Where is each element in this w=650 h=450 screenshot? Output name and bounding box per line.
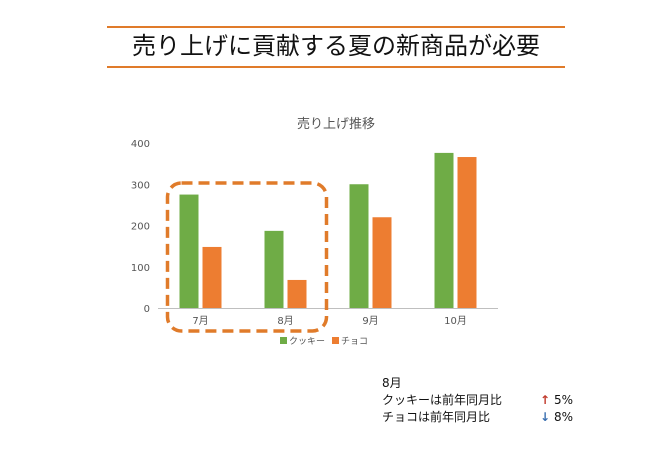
note-line-cookie: クッキーは前年同月比 ↑ 5% <box>382 392 573 409</box>
legend-label-choco: チョコ <box>341 336 368 347</box>
bar-cookie <box>434 152 454 308</box>
x-tick-label: 8月 <box>277 315 293 327</box>
up-arrow-icon: ↑ <box>540 393 551 407</box>
bar-choco <box>202 246 222 308</box>
y-tick-label: 100 <box>131 263 150 274</box>
bar-cookie <box>179 194 199 308</box>
bar-cookie <box>349 184 369 308</box>
legend-label-cookie: クッキー <box>289 336 325 347</box>
bar-cookie <box>264 230 284 308</box>
bar-choco <box>287 279 307 308</box>
y-tick-label: 400 <box>131 139 150 150</box>
x-tick-label: 10月 <box>444 315 467 327</box>
y-tick-label: 200 <box>131 222 150 233</box>
title-rule-top <box>107 26 565 28</box>
chart-title: 売り上げ推移 <box>297 116 375 132</box>
down-arrow-icon: ↓ <box>540 410 551 424</box>
slide-title: 売り上げに貢献する夏の新商品が必要 <box>132 32 540 60</box>
note-choco-value: 8% <box>554 410 574 424</box>
title-rule-bottom <box>107 66 565 68</box>
highlight-box <box>165 181 329 333</box>
note-cookie-text: クッキーは前年同月比 <box>382 393 503 407</box>
bar-choco <box>457 157 477 308</box>
y-tick-label: 0 <box>144 304 150 315</box>
x-tick-label: 7月 <box>192 315 208 327</box>
summary-note: 8月 クッキーは前年同月比 ↑ 5% チョコは前年同月比 ↓ 8% <box>382 375 573 426</box>
note-line-choco: チョコは前年同月比 ↓ 8% <box>382 409 573 426</box>
note-cookie-value: 5% <box>554 393 574 407</box>
bar-choco <box>372 217 392 308</box>
legend-swatch-choco <box>332 337 339 344</box>
note-choco-text: チョコは前年同月比 <box>382 410 491 424</box>
y-tick-label: 300 <box>131 180 150 191</box>
note-heading: 8月 <box>382 376 402 390</box>
legend-swatch-cookie <box>280 337 287 344</box>
x-tick-label: 9月 <box>362 315 378 327</box>
